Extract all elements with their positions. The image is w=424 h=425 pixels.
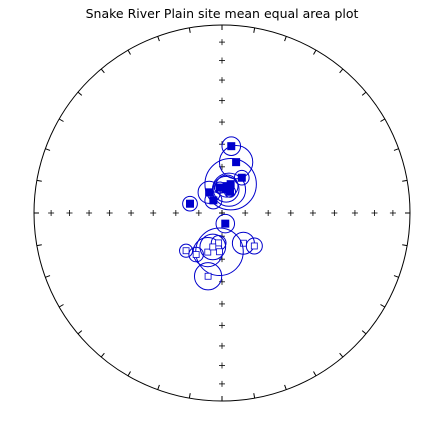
primitive-tick: [100, 68, 105, 74]
primitive-tick: [393, 275, 399, 278]
primitive-tick: [58, 304, 64, 308]
primitive-tick: [157, 384, 160, 390]
a95-circle: [245, 237, 263, 255]
a95-circle: [211, 172, 247, 207]
site-mean-marker-open: [204, 248, 212, 256]
primitive-tick: [313, 371, 317, 377]
axis-cross: [219, 77, 225, 84]
axis-cross: [351, 210, 358, 216]
a95-circle: [215, 174, 239, 198]
primitive-tick: [127, 371, 131, 377]
site-mean-marker-open: [204, 272, 212, 280]
a95-circle: [182, 195, 198, 212]
site-mean-marker-open: [250, 242, 258, 250]
axis-cross: [219, 278, 225, 285]
primitive-tick: [45, 275, 51, 278]
site-mean-marker: [186, 199, 195, 208]
axis-cross: [219, 300, 225, 307]
site-mean-marker-open: [182, 247, 190, 255]
a95-circle: [215, 213, 236, 234]
primitive-tick: [284, 36, 287, 42]
primitive-tick: [188, 393, 191, 399]
primitive-tick: [361, 330, 367, 335]
axis-cross: [219, 362, 225, 369]
a95-circle: [179, 243, 194, 258]
axis-cross: [66, 210, 73, 216]
lower-hemisphere-sites: [182, 136, 257, 234]
site-mean-marker: [221, 219, 230, 228]
chart-title: Snake River Plain site mean equal area p…: [86, 6, 359, 21]
primitive-tick: [402, 244, 408, 247]
axis-cross: [219, 119, 225, 126]
a95-circle: [193, 262, 223, 291]
a95-circle: [212, 175, 240, 203]
primitive-tick: [127, 49, 131, 55]
primitive-tick: [157, 36, 160, 42]
a95-circle: [197, 180, 221, 204]
site-mean-marker-open: [216, 248, 223, 256]
axis-cross: [219, 342, 225, 349]
a95-circle: [199, 233, 227, 261]
axis-cross: [172, 210, 179, 216]
axis-cross: [265, 210, 272, 216]
axis-cross: [128, 210, 135, 216]
primitive-tick: [313, 49, 317, 55]
a95-circle: [188, 246, 204, 263]
primitive-tick: [36, 179, 42, 182]
axis-cross: [389, 210, 396, 216]
upper-hemisphere-sites: [179, 227, 263, 291]
site-mean-marker: [237, 173, 246, 182]
axis-cross: [331, 210, 338, 216]
primitive-tick: [253, 27, 256, 33]
axis-cross: [309, 210, 316, 216]
axis-cross: [219, 97, 225, 104]
primitive-tick: [380, 304, 386, 308]
primitive-ticks: [34, 25, 410, 401]
primitive-tick: [77, 330, 83, 335]
axis-cross: [371, 210, 378, 216]
axis-cross: [242, 210, 249, 216]
primitive-tick: [339, 352, 344, 358]
axis-cross: [195, 210, 202, 216]
a95-circle: [218, 144, 254, 180]
axis-cross: [48, 210, 55, 216]
primitive-tick: [253, 393, 256, 399]
axis-cross: [219, 57, 225, 64]
primitive-tick: [402, 179, 408, 182]
primitive-tick: [100, 352, 105, 358]
primitive-tick: [284, 384, 287, 390]
axis-cross: [150, 210, 157, 216]
primitive-tick: [361, 91, 367, 96]
primitive-tick: [58, 118, 64, 122]
axis-cross: [86, 210, 93, 216]
site-mean-marker: [224, 185, 233, 194]
a95-circle: [204, 191, 223, 210]
axis-cross-ticks: [48, 39, 396, 387]
primitive-tick: [339, 68, 344, 74]
axis-cross: [106, 210, 113, 216]
primitive-tick: [393, 148, 399, 151]
primitive-tick: [45, 148, 51, 151]
site-mean-marker-open: [209, 243, 217, 251]
axis-cross: [219, 39, 225, 46]
primitive-tick: [36, 244, 42, 247]
axis-cross: [287, 210, 294, 216]
site-mean-marker-open: [192, 251, 200, 258]
site-mean-marker-open: [215, 239, 223, 247]
primitive-tick: [188, 27, 191, 33]
primitive-tick: [77, 91, 83, 96]
a95-circle: [204, 157, 257, 211]
axis-cross: [219, 322, 225, 329]
axis-cross: [219, 380, 225, 387]
primitive-tick: [380, 118, 386, 122]
